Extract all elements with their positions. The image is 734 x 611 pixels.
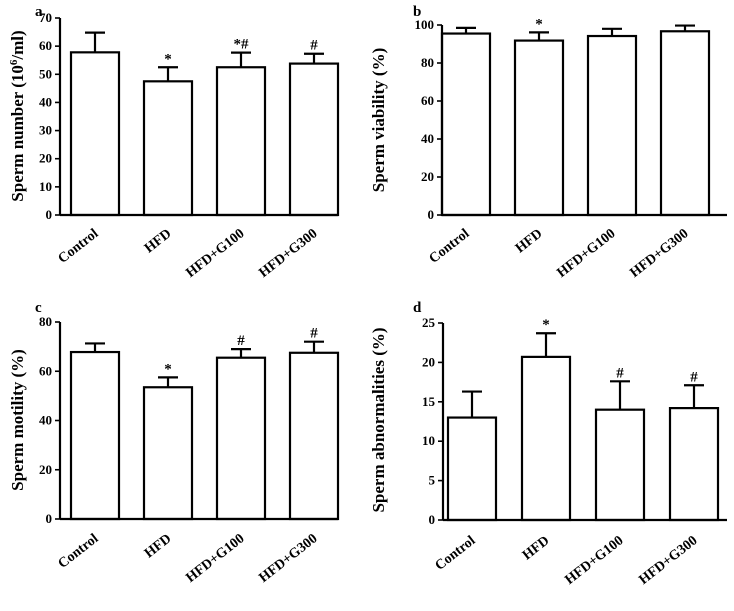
panel-b: b Control * HFD HFD+G100 HFD+G300 0 20 40 60 80 100… [369,4,727,281]
y-tick-label: 60 [39,363,52,378]
significance-mark: # [616,365,624,381]
bar-hfd-g100 [586,34,638,217]
y-tick-label: 80 [421,55,434,70]
category-label: HFD+G100 [184,226,248,281]
bar-control [440,32,492,217]
y-tick-label: 20 [422,354,435,369]
category-label: HFD [142,531,175,561]
y-tick-label: 100 [415,17,435,32]
significance-mark: * [164,361,172,377]
y-tick-label: 20 [421,169,434,184]
y-axis-title: Sperm viability (%) [369,48,388,193]
y-tick-label: 10 [39,179,52,194]
y-tick-label: 10 [422,433,435,448]
panel-letter: b [413,4,421,20]
panel-letter: a [35,4,43,20]
y-tick-label: 20 [39,462,52,477]
y-tick-label: 50 [39,66,52,81]
category-label: HFD+G100 [555,226,619,281]
significance-mark: * [164,51,172,67]
category-label: HFD [513,226,546,256]
y-tick-label: 25 [422,315,436,330]
y-tick-label: 0 [46,511,53,526]
y-tick-label: 40 [39,94,52,109]
category-label: Control [427,226,473,266]
y-axis-title: Sperm motility (%) [8,349,27,491]
panel-letter: d [413,300,422,316]
bar-hfd-g100 [215,66,267,217]
y-tick-label: 30 [39,123,52,138]
category-label: HFD+G100 [563,533,627,588]
bar-hfd [142,386,194,521]
y-tick-label: 15 [422,394,436,409]
category-label: Control [56,226,102,266]
y-tick-label: 70 [39,10,52,25]
bar-hfd-g100 [215,356,267,521]
panel-c: c Control * HFD # HFD+G100 # HFD+G300 0 20 40 60 80 S… [8,300,340,586]
y-tick-label: 0 [428,207,435,222]
bar-hfd-g300 [288,351,340,521]
significance-mark: # [237,333,245,349]
y-tick-label: 80 [39,314,52,329]
category-label: HFD+G300 [257,226,321,281]
y-tick-label: 20 [39,151,52,166]
category-label: HFD+G300 [628,226,692,281]
y-axis-title: Sperm abnormalities (%) [369,327,388,512]
panel-a: a Control * HFD *# HFD+G100 # HFD+G300 0 10 20 30 40… [8,4,340,281]
category-label: Control [433,533,479,573]
category-label: HFD [142,226,175,256]
significance-mark: * [535,16,543,32]
panel-letter: c [35,300,42,316]
significance-mark: # [310,326,318,342]
bar-hfd [142,80,194,217]
y-axis-title: Sperm number (106/ml) [8,30,27,201]
category-label: HFD+G300 [257,531,321,586]
category-label: HFD [520,533,553,563]
y-tick-label: 60 [39,38,52,53]
bar-hfd [513,39,565,217]
bar-control [446,416,498,522]
y-tick-label: 60 [421,93,434,108]
significance-mark: # [310,38,318,54]
bar-hfd-g300 [668,407,720,522]
y-tick-label: 40 [421,131,434,146]
y-tick-label: 40 [39,413,52,428]
y-tick-label: 0 [429,512,436,527]
significance-mark: * [542,317,550,333]
bar-control [69,51,121,217]
panel-d: d Control * HFD # HFD+G100 # HFD+G300 0 5 10 15 20 25… [369,300,727,588]
y-tick-label: 5 [429,473,436,488]
significance-mark: *# [234,37,250,53]
category-label: Control [56,531,102,571]
y-tick-label: 0 [46,207,53,222]
bar-hfd-g300 [288,62,340,217]
category-label: HFD+G300 [637,533,701,588]
category-label: HFD+G100 [184,531,248,586]
bar-control [69,350,121,521]
bar-hfd-g300 [659,30,711,217]
significance-mark: # [690,369,698,385]
bar-hfd-g100 [594,408,646,522]
bar-hfd [520,355,572,522]
